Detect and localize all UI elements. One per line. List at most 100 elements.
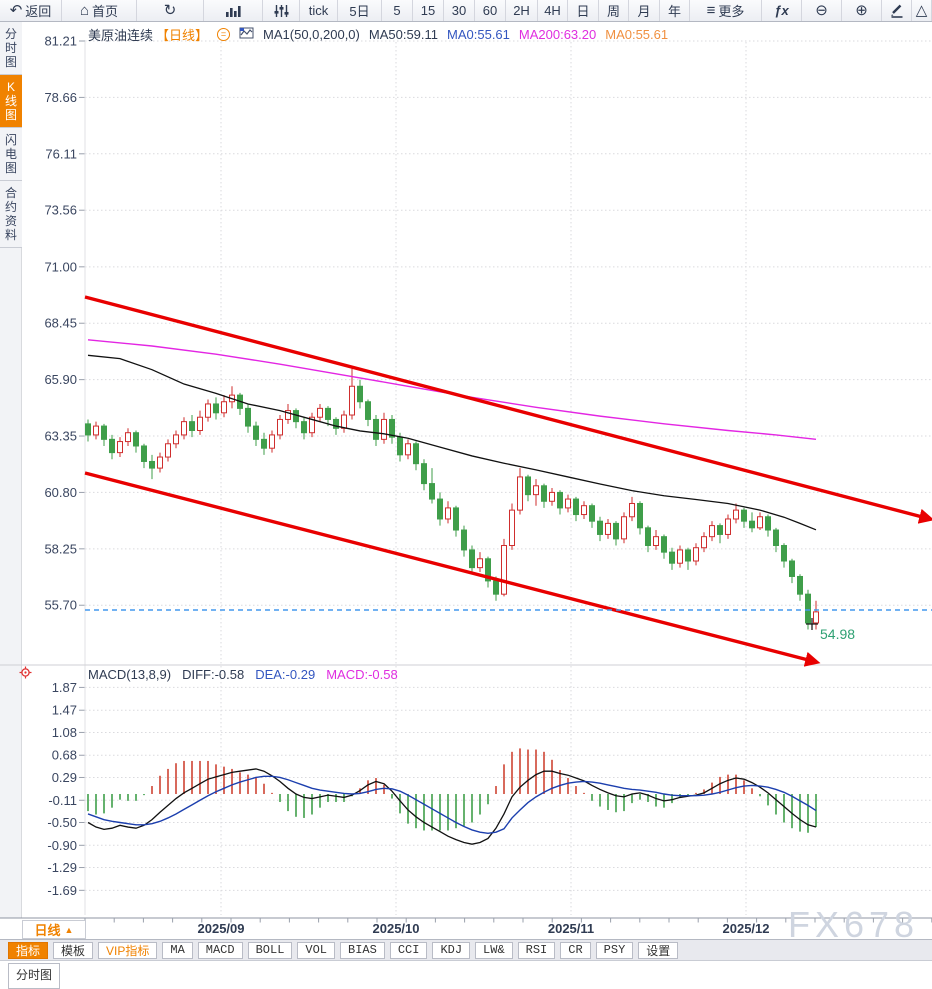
pencil-icon <box>890 4 902 18</box>
period-30-label: 30 <box>451 3 467 18</box>
chart-type-button[interactable] <box>204 0 263 21</box>
svg-text:68.45: 68.45 <box>44 316 77 331</box>
svg-text:1.47: 1.47 <box>52 703 77 718</box>
period-2h-button[interactable]: 2H <box>506 0 538 21</box>
period-2h-label: 2H <box>513 3 530 18</box>
svg-text:0.68: 0.68 <box>52 748 77 763</box>
period-5-label: 5 <box>393 3 401 18</box>
period-month-label: 月 <box>637 4 651 19</box>
indicator-tab-指标[interactable]: 指标 <box>8 941 49 959</box>
period-day-button[interactable]: 日 <box>568 0 599 21</box>
symbol-name: 美原油连续 <box>88 28 154 43</box>
zoom-in-button[interactable]: ⊕ <box>842 0 882 21</box>
svg-text:0.29: 0.29 <box>52 770 77 785</box>
partial-tab[interactable]: 分时图 <box>8 963 61 989</box>
indicator-tab-VIP指标[interactable]: VIP指标 <box>98 941 158 959</box>
refresh-icon: ↻ <box>163 2 177 19</box>
svg-text:71.00: 71.00 <box>44 259 77 274</box>
indicator-tab-KDJ[interactable]: KDJ <box>432 941 471 959</box>
svg-text:58.25: 58.25 <box>44 541 77 556</box>
formula-button[interactable]: ƒx <box>762 0 802 21</box>
svg-text:2025/12: 2025/12 <box>723 921 770 936</box>
svg-text:-0.50: -0.50 <box>47 815 77 830</box>
sidebar-item-lightning-chart[interactable]: 闪电图 <box>0 128 22 181</box>
macd-settings-icon[interactable] <box>19 666 32 684</box>
indicator-tab-CCI[interactable]: CCI <box>389 941 428 959</box>
indicator-tab-RSI[interactable]: RSI <box>517 941 556 959</box>
indicator-sliders-button[interactable] <box>263 0 300 21</box>
indicator-tab-MACD[interactable]: MACD <box>197 941 243 959</box>
bar-chart-icon <box>225 5 241 17</box>
svg-text:60.80: 60.80 <box>44 485 77 500</box>
macd-diff-value: DIFF:-0.58 <box>182 667 245 682</box>
period-60-button[interactable]: 60 <box>475 0 506 21</box>
period-year-button[interactable]: 年 <box>660 0 690 21</box>
sidebar-item-contract-info[interactable]: 合约资料 <box>0 181 22 248</box>
indicator-tab-模板[interactable]: 模板 <box>53 941 94 959</box>
indicator-tab-设置[interactable]: 设置 <box>638 941 679 959</box>
macd-dea-value: DEA:-0.29 <box>255 667 316 682</box>
tick-label: tick <box>308 3 329 18</box>
indicator-tab-PSY[interactable]: PSY <box>595 941 634 959</box>
svg-text:63.35: 63.35 <box>44 429 77 444</box>
svg-text:73.56: 73.56 <box>44 203 77 218</box>
period-month-button[interactable]: 月 <box>629 0 660 21</box>
period-dropdown-label: 日线 <box>34 923 61 938</box>
back-arrow-icon: ↶ <box>9 2 23 19</box>
period-week-button[interactable]: 周 <box>599 0 629 21</box>
tick-button[interactable]: tick <box>300 0 338 21</box>
period-30-button[interactable]: 30 <box>444 0 475 21</box>
period-dropdown[interactable]: 日线 ▲ <box>22 920 86 939</box>
svg-text:-1.69: -1.69 <box>47 883 77 898</box>
refresh-button[interactable]: ↻ <box>137 0 204 21</box>
crosshair-price-label: 54.98 <box>820 626 855 642</box>
period-label: 【日线】 <box>156 28 209 43</box>
menu-icon: ≡ <box>706 2 716 19</box>
macd-header: MACD(13,8,9) DIFF:-0.58 DEA:-0.29 MACD:-… <box>88 667 398 682</box>
ma200-value: MA200:63.20 <box>518 27 597 42</box>
svg-text:81.21: 81.21 <box>44 34 77 49</box>
indicator-tab-BIAS[interactable]: BIAS <box>340 941 385 959</box>
macd-params: MACD(13,8,9) <box>88 667 172 682</box>
period-4h-button[interactable]: 4H <box>538 0 568 21</box>
collapse-icon[interactable]: = <box>217 28 231 41</box>
mini-chart-icon[interactable] <box>239 27 254 42</box>
sliders-icon <box>274 4 288 17</box>
top-toolbar: ↶ 返回 ⌂ 首页 ↻ tick 5日 5 15 30 60 2H 4H 日周月年 ≡ 更多 ƒx ⊖ ⊕ △ <box>0 0 932 22</box>
indicator-tab-BOLL[interactable]: BOLL <box>247 941 293 959</box>
indicator-tab-VOL[interactable]: VOL <box>297 941 336 959</box>
indicator-tab-CR[interactable]: CR <box>560 941 591 959</box>
period-60-label: 60 <box>482 3 498 18</box>
ma50-value: MA50:59.11 <box>368 27 439 42</box>
watermark: FX678 <box>788 904 920 945</box>
ma0-orange-value: MA0:55.61 <box>605 27 669 42</box>
back-button[interactable]: ↶ 返回 <box>0 0 62 21</box>
svg-text:-1.29: -1.29 <box>47 860 77 875</box>
period-week-label: 周 <box>606 4 620 19</box>
chart-header: 美原油连续 【日线】 = MA1(50,0,200,0) MA50:59.11 … <box>88 25 668 44</box>
svg-text:-0.11: -0.11 <box>48 793 77 808</box>
indicator-tab-LW&[interactable]: LW& <box>475 941 513 959</box>
home-icon: ⌂ <box>79 2 90 19</box>
sidebar-item-time-chart[interactable]: 分时图 <box>0 22 22 75</box>
svg-text:-0.90: -0.90 <box>47 838 77 853</box>
macd-macd-value: MACD:-0.58 <box>326 667 398 682</box>
home-label: 首页 <box>92 4 119 19</box>
period-15-button[interactable]: 15 <box>413 0 444 21</box>
formula-icon: ƒx <box>774 3 789 18</box>
period-5-button[interactable]: 5 <box>382 0 413 21</box>
period-day-label: 日 <box>576 4 590 19</box>
draw-button[interactable] <box>882 0 912 21</box>
home-button[interactable]: ⌂ 首页 <box>62 0 137 21</box>
ma0-blue-value: MA0:55.61 <box>447 27 510 42</box>
svg-text:55.70: 55.70 <box>44 598 77 613</box>
zoom-out-icon: ⊖ <box>815 2 828 19</box>
period-15-label: 15 <box>420 3 436 18</box>
indicator-tab-MA[interactable]: MA <box>162 941 193 959</box>
period-5d-button[interactable]: 5日 <box>338 0 382 21</box>
svg-text:65.90: 65.90 <box>44 372 77 387</box>
more-button[interactable]: ≡ 更多 <box>690 0 762 21</box>
zoom-out-button[interactable]: ⊖ <box>802 0 842 21</box>
